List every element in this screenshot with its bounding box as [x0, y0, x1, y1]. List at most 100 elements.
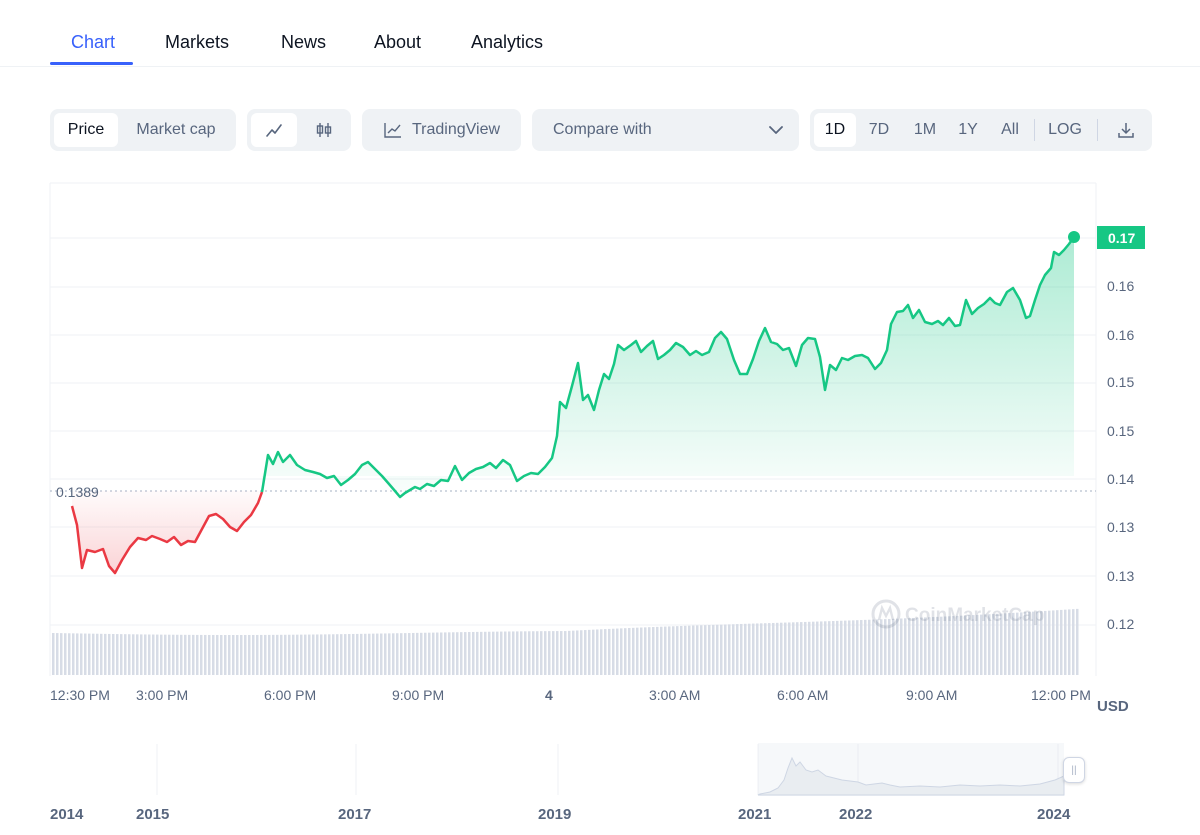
volume-bar [384, 633, 387, 675]
volume-bar [412, 632, 415, 675]
volume-bar [356, 633, 359, 675]
volume-bar [948, 616, 951, 675]
range-all-button[interactable]: All [1001, 121, 1019, 138]
volume-bar [1056, 610, 1059, 675]
x-axis-tick-day: 4 [545, 687, 553, 703]
volume-bar [860, 620, 863, 675]
range-1d-button[interactable]: 1D [814, 113, 856, 147]
volume-bar [252, 634, 255, 675]
volume-bar [1032, 611, 1035, 675]
volume-bar [312, 634, 315, 675]
volume-bar [1004, 613, 1007, 675]
compare-with-dropdown[interactable]: Compare with [532, 109, 799, 151]
volume-bar [524, 631, 527, 675]
tradingview-button[interactable]: TradingView [362, 109, 521, 151]
volume-bar [676, 626, 679, 675]
volume-bar [148, 634, 151, 675]
volume-bar [488, 631, 491, 675]
volume-bar [328, 634, 331, 675]
tab-news[interactable]: News [281, 32, 327, 52]
volume-bar [868, 619, 871, 675]
volume-bar [692, 625, 695, 675]
volume-bar [1068, 609, 1071, 675]
volume-bar [700, 625, 703, 675]
volume-bar [680, 625, 683, 675]
volume-bar [704, 625, 707, 675]
volume-bar [468, 632, 471, 675]
tab-markets[interactable]: Markets [165, 32, 230, 52]
volume-bar [772, 622, 775, 675]
volume-bar [216, 634, 219, 675]
volume-bar [956, 615, 959, 675]
volume-bar [300, 634, 303, 675]
volume-bar [820, 621, 823, 675]
volume-bar [288, 634, 291, 675]
volume-bar [108, 633, 111, 675]
tab-analytics[interactable]: Analytics [471, 32, 544, 52]
range-1y-button[interactable]: 1Y [958, 121, 978, 138]
compare-with-label: Compare with [553, 121, 652, 138]
volume-bar [88, 633, 91, 675]
volume-bar [784, 622, 787, 675]
volume-bar [640, 627, 643, 675]
volume-bar [660, 626, 663, 675]
coinmarketcap-watermark-logo: CoinMarketCap [871, 599, 1044, 629]
volume-bar [340, 634, 343, 675]
y-axis-tick: 0.13 [1107, 519, 1135, 535]
candlestick-chart-button[interactable] [301, 113, 347, 147]
volume-bar [628, 628, 631, 675]
volume-bar [520, 631, 523, 675]
volume-bar [456, 632, 459, 675]
navigator-year-label: 2024 [1037, 806, 1071, 823]
market-cap-button[interactable]: Market cap [136, 121, 216, 138]
volume-bar [548, 631, 551, 675]
volume-bar [608, 628, 611, 675]
volume-bar [212, 634, 215, 675]
download-icon [1118, 123, 1134, 138]
volume-bar [72, 633, 75, 675]
price-button[interactable]: Price [54, 113, 118, 147]
volume-bar [164, 634, 167, 675]
navigator-drag-handle[interactable]: || [1063, 757, 1085, 783]
volume-bar [968, 615, 971, 675]
volume-bar [512, 631, 515, 675]
volume-bar [1000, 613, 1003, 675]
volume-bar [544, 631, 547, 675]
chart-type-toggle [247, 109, 351, 151]
volume-bar [316, 634, 319, 675]
volume-bar [624, 628, 627, 675]
y-axis-tick: 0.15 [1107, 374, 1135, 390]
tab-chart[interactable]: Chart [71, 32, 116, 52]
volume-bar [76, 633, 79, 675]
time-range-selector: 1D 7D 1M 1Y All LOG [810, 109, 1152, 151]
volume-bar [952, 616, 955, 675]
range-1m-button[interactable]: 1M [913, 121, 937, 138]
navigator-year-label: 2022 [839, 806, 873, 823]
volume-bar [152, 634, 155, 675]
x-axis-tick: 3:00 PM [136, 687, 189, 703]
navigator-selection[interactable] [758, 743, 1064, 796]
volume-bar [804, 621, 807, 675]
volume-bar [236, 634, 239, 675]
volume-bar [380, 633, 383, 675]
line-chart-button[interactable] [251, 113, 297, 147]
volume-bar [104, 633, 107, 675]
volume-bar [560, 631, 563, 675]
volume-bar [60, 633, 63, 675]
volume-bar [436, 632, 439, 675]
volume-bar [408, 633, 411, 675]
volume-bar [244, 634, 247, 675]
log-scale-button[interactable]: LOG [1048, 121, 1082, 138]
range-7d-button[interactable]: 7D [868, 121, 890, 138]
volume-bar [96, 633, 99, 675]
volume-bar [92, 633, 95, 675]
volume-bar [552, 631, 555, 675]
toolbar-divider [1034, 119, 1035, 141]
volume-bar [256, 634, 259, 675]
volume-bar [928, 617, 931, 675]
volume-bar [64, 633, 67, 675]
tab-about[interactable]: About [374, 32, 422, 52]
download-button[interactable] [1106, 113, 1146, 147]
y-axis-tick: 0.13 [1107, 568, 1135, 584]
